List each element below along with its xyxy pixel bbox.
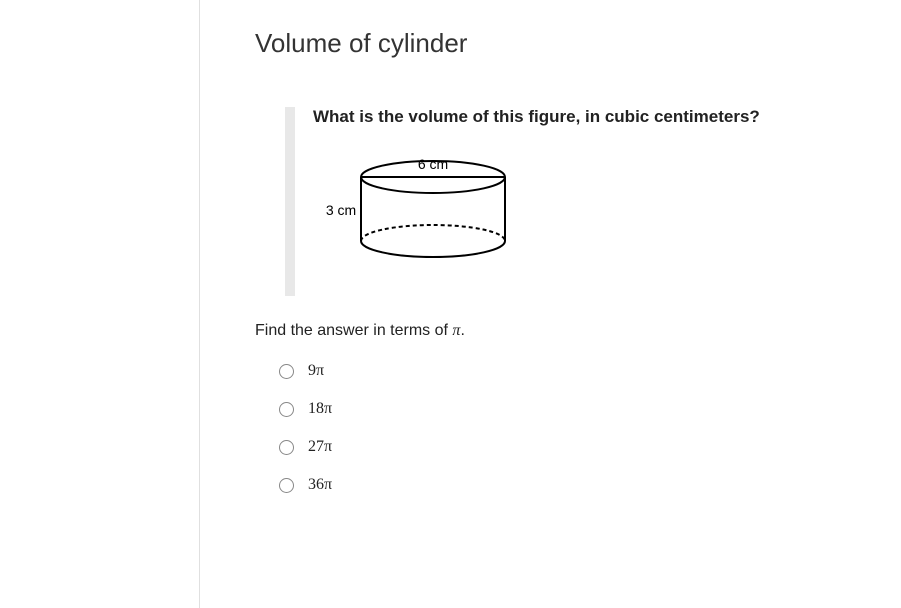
sidebar-divider: [199, 0, 200, 608]
option-4[interactable]: 36π: [279, 476, 855, 494]
radio-icon: [279, 364, 294, 379]
option-label: 18π: [308, 400, 332, 418]
radio-icon: [279, 478, 294, 493]
instruction-suffix: .: [460, 322, 464, 339]
radio-icon: [279, 402, 294, 417]
instruction-prefix: Find the answer in terms of: [255, 322, 452, 339]
option-1[interactable]: 9π: [279, 362, 855, 380]
question-accent-bar: [285, 107, 295, 296]
page-title: Volume of cylinder: [255, 28, 855, 59]
cylinder-svg: 6 cm 3 cm: [313, 143, 533, 283]
height-label: 3 cm: [326, 202, 356, 218]
question-body: What is the volume of this figure, in cu…: [313, 107, 855, 296]
instruction-text: Find the answer in terms of π.: [255, 322, 855, 340]
option-label: 36π: [308, 476, 332, 494]
option-2[interactable]: 18π: [279, 400, 855, 418]
option-3[interactable]: 27π: [279, 438, 855, 456]
main-content: Volume of cylinder What is the volume of…: [255, 28, 855, 514]
option-label: 27π: [308, 438, 332, 456]
question-text: What is the volume of this figure, in cu…: [313, 107, 855, 127]
question-block: What is the volume of this figure, in cu…: [285, 107, 855, 296]
cylinder-figure: 6 cm 3 cm: [313, 143, 855, 288]
option-label: 9π: [308, 362, 324, 380]
options-list: 9π 18π 27π 36π: [279, 362, 855, 494]
diameter-label: 6 cm: [418, 156, 448, 172]
radio-icon: [279, 440, 294, 455]
